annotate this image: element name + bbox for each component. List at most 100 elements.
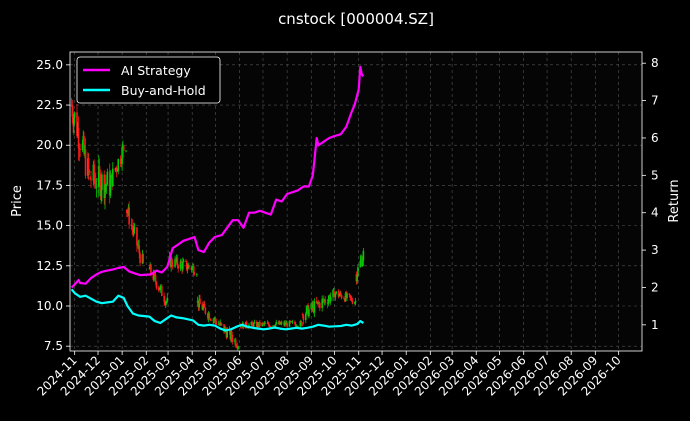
candle-body (161, 285, 163, 297)
y-axis-left-label: Price (10, 185, 25, 217)
candle-body (180, 261, 183, 264)
candle-body (214, 318, 217, 322)
candle-body (305, 313, 307, 320)
candle-body (94, 179, 96, 181)
y-axis-right-label: Return (667, 179, 682, 222)
candle-body (226, 330, 229, 338)
candle-body (202, 306, 204, 310)
candle-body (308, 309, 310, 317)
candle-body (81, 143, 84, 151)
y-right-tick-label: 3 (651, 243, 659, 257)
candle-body (154, 275, 157, 282)
y-left-tick-label: 25.0 (36, 58, 63, 72)
candle-body (164, 301, 167, 305)
candle-body (83, 135, 85, 154)
candle-body (348, 293, 351, 296)
legend-label-ai-strategy: AI Strategy (121, 63, 191, 78)
candle-body (196, 274, 198, 276)
y-left-tick-label: 20.0 (36, 138, 63, 152)
candle-body (275, 322, 278, 325)
candle-body (319, 303, 321, 309)
candle-body (305, 306, 308, 314)
y-left-tick-label: 10.0 (36, 299, 63, 313)
y-left-tick-label: 12.5 (36, 259, 63, 273)
y-right-tick-label: 6 (651, 131, 659, 145)
candle-body (120, 163, 123, 165)
candle-body (126, 209, 128, 214)
candle-body (90, 178, 92, 181)
y-right-tick-label: 4 (651, 206, 659, 220)
candle-body (97, 166, 100, 187)
candle-body (208, 313, 211, 320)
candle-body (362, 250, 365, 261)
y-right-tick-label: 7 (651, 94, 659, 108)
candle-body (351, 301, 354, 304)
candle-body (231, 331, 233, 339)
candle-body (215, 321, 218, 325)
candle-body (274, 324, 277, 327)
y-left-tick-label: 7.5 (44, 339, 63, 353)
y-right-tick-label: 5 (651, 168, 659, 182)
candle-body (357, 267, 359, 276)
candle-body (182, 260, 185, 262)
candle-body (136, 227, 138, 246)
series-line-ai-strategy (70, 65, 365, 289)
candle-body (139, 253, 141, 264)
candle-body (126, 213, 129, 214)
candle-body (280, 322, 283, 324)
candle-body (273, 325, 275, 327)
legend-box (76, 56, 221, 104)
candle-body (220, 323, 223, 325)
candle-body (356, 275, 358, 282)
candle-body (199, 298, 201, 305)
candle-body (302, 315, 305, 320)
candle-body (104, 184, 106, 198)
candle-body (93, 164, 95, 180)
legend-label-buy-and-hold: Buy-and-Hold (121, 83, 206, 98)
candle-body (155, 281, 158, 288)
candle-body (294, 324, 297, 327)
candle-body (359, 260, 362, 268)
candle-body (166, 297, 169, 302)
candle-body (99, 173, 102, 196)
chart-title: cnstock [000004.SZ] (278, 10, 434, 28)
candle-body (297, 326, 299, 328)
candle-body (237, 346, 239, 349)
candle-body (343, 298, 345, 299)
candle-body (294, 321, 296, 325)
candle-body (116, 171, 119, 172)
candle-body (268, 324, 271, 327)
candle-body (186, 268, 189, 270)
candle-body (76, 112, 78, 136)
candle-body (261, 323, 264, 326)
candle-body (317, 301, 320, 304)
candle-body (231, 338, 234, 343)
candle-body (150, 264, 152, 274)
candle-body (354, 301, 357, 303)
candle-body (235, 346, 238, 347)
candle-body (338, 295, 341, 297)
candle-body (335, 291, 337, 294)
candle-body (89, 177, 92, 179)
candle-body (142, 254, 144, 263)
candle-body (269, 326, 272, 327)
candle-body (346, 293, 348, 298)
candle-body (354, 302, 356, 304)
series-line-buy-and-hold (70, 288, 364, 332)
candle-body (148, 268, 151, 270)
candle-body (78, 148, 81, 150)
candle-body (333, 288, 335, 290)
candle-body (321, 299, 323, 309)
axes: 2024-112024-122025-012025-022025-032025-… (34, 56, 658, 398)
candle-body (95, 186, 98, 188)
grid (70, 52, 642, 351)
candle-body (131, 225, 134, 230)
candle-body (203, 303, 206, 308)
candle-body (153, 272, 155, 280)
candle-body (279, 321, 281, 325)
candle-body (182, 261, 184, 270)
candle-body (133, 227, 136, 229)
legend: AI Strategy Buy-and-Hold (76, 56, 221, 104)
candle-body (157, 287, 160, 290)
